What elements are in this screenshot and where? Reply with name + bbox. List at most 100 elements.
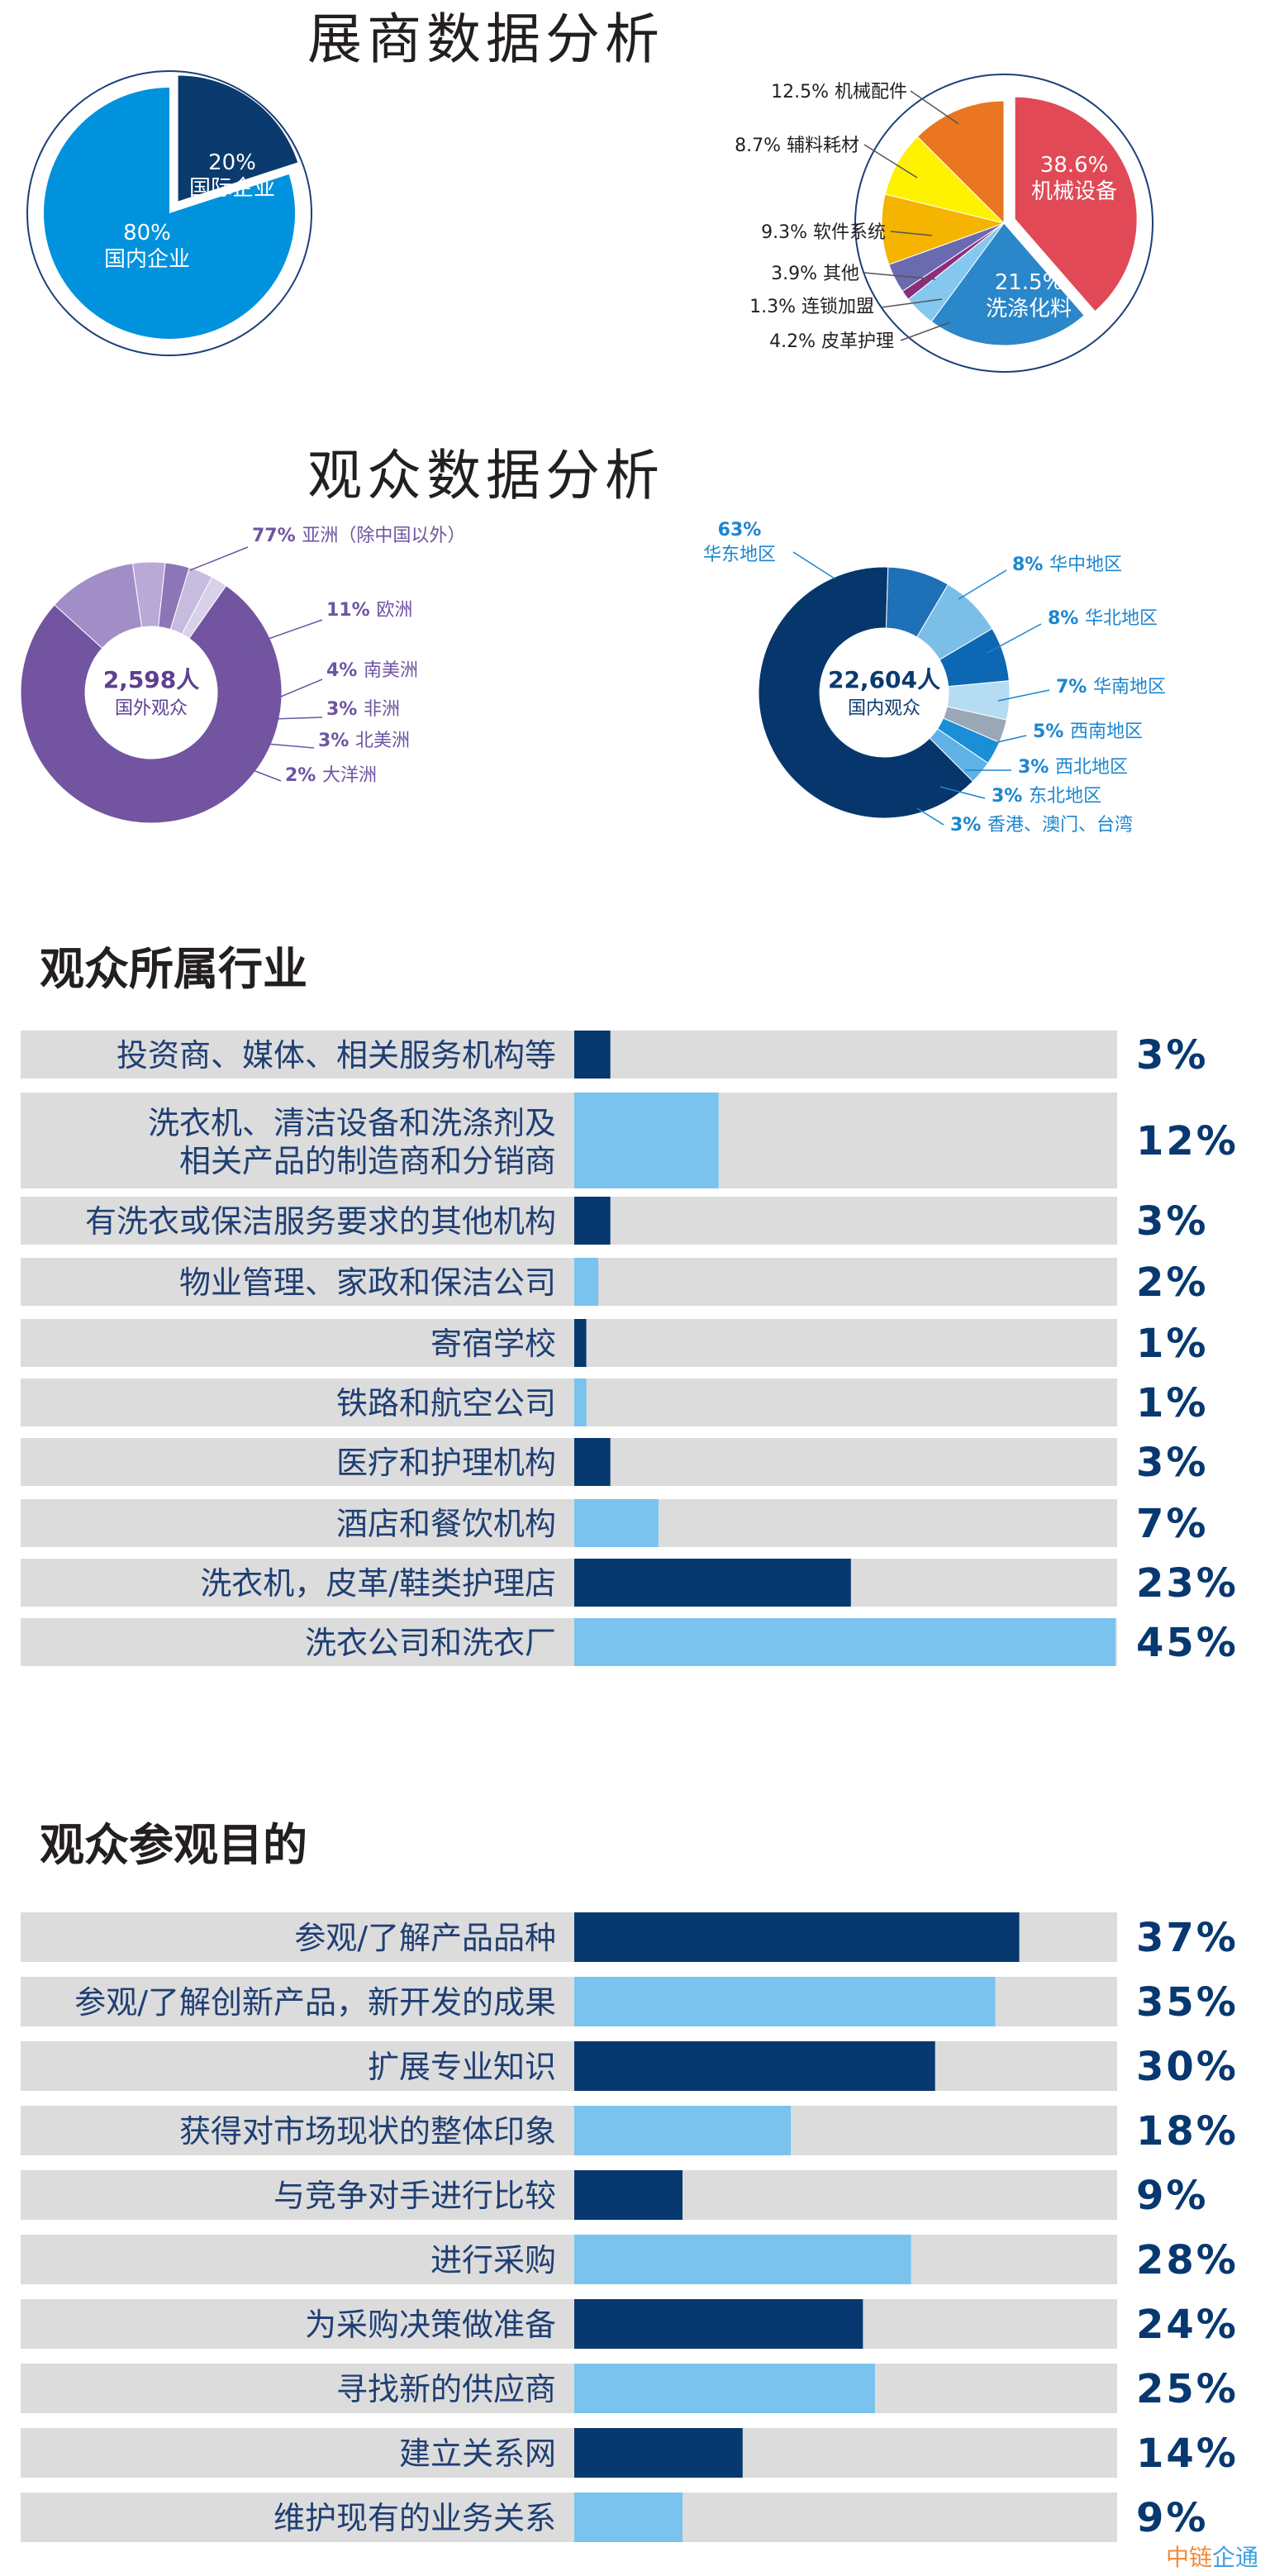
leader-line: [189, 546, 249, 571]
pct-cell: [1117, 2425, 1270, 2481]
bar-label: 洗衣机、清洁设备和洗涤剂及: [148, 1105, 556, 1141]
bar: [574, 2493, 683, 2542]
bar-value-label: 1%: [1136, 1321, 1209, 1367]
pct-cell: [1117, 1027, 1270, 1082]
slice-label: 机械设备: [1031, 179, 1117, 204]
bar-value-label: 3%: [1136, 1440, 1209, 1486]
bar-value-label: 9%: [1136, 2495, 1209, 2541]
leader-line: [265, 743, 315, 749]
bar-value-label: 12%: [1136, 1118, 1239, 1164]
bar-track: [21, 2170, 1117, 2220]
donut-center-value: 22,604人: [828, 666, 940, 693]
slice-label: 11% 欧洲: [326, 600, 412, 621]
bar-value-label: 23%: [1136, 1560, 1239, 1607]
bar-track: [21, 2041, 1117, 2091]
bar-track: [21, 1559, 1117, 1607]
bar: [574, 1499, 659, 1547]
bar-track: [21, 1378, 1117, 1426]
leader-line: [997, 689, 1050, 702]
bar: [574, 1977, 996, 2026]
slice-label: 2% 大洋洲: [285, 765, 377, 786]
slice-label: 7% 华南地区: [1056, 677, 1166, 698]
leader-line: [900, 321, 951, 341]
bar-label: 进行采购: [430, 2242, 556, 2278]
donut-center-label: 国内观众: [848, 698, 920, 719]
slice-label: 3% 香港、澳门、台湾: [950, 815, 1133, 835]
pie-charts: 20%国际企业 80%国内企业 38.6%机械设备 21.5%洗涤化料 12.5% 机械…: [20, 70, 1166, 835]
slice-label: 4.2% 皮革护理: [769, 331, 894, 352]
pct-cell: [1117, 1316, 1270, 1370]
bar: [574, 1912, 1020, 1962]
bar-track: [21, 1319, 1117, 1367]
leader-line: [880, 298, 943, 308]
bar-label: 参观/了解创新产品，新开发的成果: [74, 1984, 556, 2021]
bar-track: [21, 2428, 1117, 2478]
donut-center-value: 2,598人: [103, 666, 200, 693]
pie-slice: [930, 222, 1085, 346]
bar: [574, 1258, 599, 1306]
bar-label: 物业管理、家政和保洁公司: [179, 1264, 556, 1301]
leader-line: [890, 231, 933, 236]
pie-outline: [26, 70, 312, 356]
slice-label: 洗涤化料: [986, 297, 1072, 321]
leader-line: [244, 766, 282, 782]
bar: [574, 2170, 683, 2220]
pct-cell: [1117, 2360, 1270, 2416]
slice-label: 3% 东北地区: [992, 786, 1101, 807]
bar-value-label: 37%: [1136, 1915, 1239, 1961]
bar: [574, 2235, 911, 2284]
bar-value-label: 3%: [1136, 1198, 1209, 1245]
bar-label: 扩展专业知识: [368, 2049, 556, 2085]
bar-label: 寄宿学校: [430, 1326, 556, 1362]
pct-cell: [1117, 2489, 1270, 2545]
pie-slice: [881, 193, 1006, 265]
bar-label: 铁路和航空公司: [336, 1385, 556, 1421]
pie-slice: [916, 100, 1005, 225]
pct-cell: [1117, 2231, 1270, 2288]
bar-track: [21, 1499, 1117, 1547]
bar-label: 投资商、媒体、相关服务机构等: [117, 1037, 556, 1074]
purpose-heading: 观众参观目的: [40, 1819, 307, 1871]
donut-slice: [181, 576, 227, 640]
bar-label: 寻找新的供应商: [336, 2371, 556, 2407]
bar-label: 建立关系网: [399, 2436, 556, 2472]
bar-track: [21, 1197, 1117, 1245]
slice-value-label: 21.5%: [995, 270, 1063, 295]
pct-cell: [1117, 1555, 1270, 1610]
bar-track: [21, 1031, 1117, 1078]
bar-value-label: 24%: [1136, 2302, 1239, 2348]
bar: [574, 2106, 791, 2155]
bar-track: [21, 2299, 1117, 2349]
leader-line: [863, 144, 918, 179]
donut-slice: [929, 728, 989, 783]
pct-cell: [1117, 1615, 1270, 1669]
pct-cell: [1117, 1089, 1270, 1192]
bar: [574, 1438, 611, 1486]
bar-value-label: 30%: [1136, 2044, 1239, 2090]
bar: [574, 1197, 611, 1245]
bar: [574, 1319, 587, 1367]
bar-label: 参观/了解产品品种: [294, 1920, 556, 1956]
bar-track: [21, 2364, 1117, 2413]
bar-label: 为采购决策做准备: [305, 2307, 556, 2343]
leader-line: [910, 90, 959, 125]
bar-label: 洗衣机，皮革/鞋类护理店: [200, 1565, 556, 1602]
donut-center-label: 国外观众: [115, 698, 188, 719]
industry-heading: 观众所属行业: [40, 943, 307, 995]
pie-slice: [43, 88, 295, 340]
leader-line: [939, 786, 986, 799]
bar: [574, 1093, 719, 1188]
leader-line: [276, 679, 323, 699]
bar-value-label: 7%: [1136, 1501, 1209, 1547]
pct-cell: [1117, 2038, 1270, 2094]
bar-label: 获得对市场现状的整体印象: [179, 2113, 556, 2150]
industry-bar-chart: 投资商、媒体、相关服务机构等 3% 洗衣机、清洁设备和洗涤剂及相关产品的制造商和分销…: [21, 1027, 1270, 1669]
bar-track: [21, 1438, 1117, 1486]
slice-label: 5% 西南地区: [1033, 721, 1143, 742]
bar-value-label: 14%: [1136, 2431, 1239, 2477]
slice-label: 国内企业: [104, 247, 190, 272]
watermark-part1: 中链: [1165, 2544, 1212, 2571]
pie-slice: [178, 75, 298, 202]
slice-value-label: 63%: [718, 520, 762, 540]
pct-cell: [1117, 1193, 1270, 1248]
